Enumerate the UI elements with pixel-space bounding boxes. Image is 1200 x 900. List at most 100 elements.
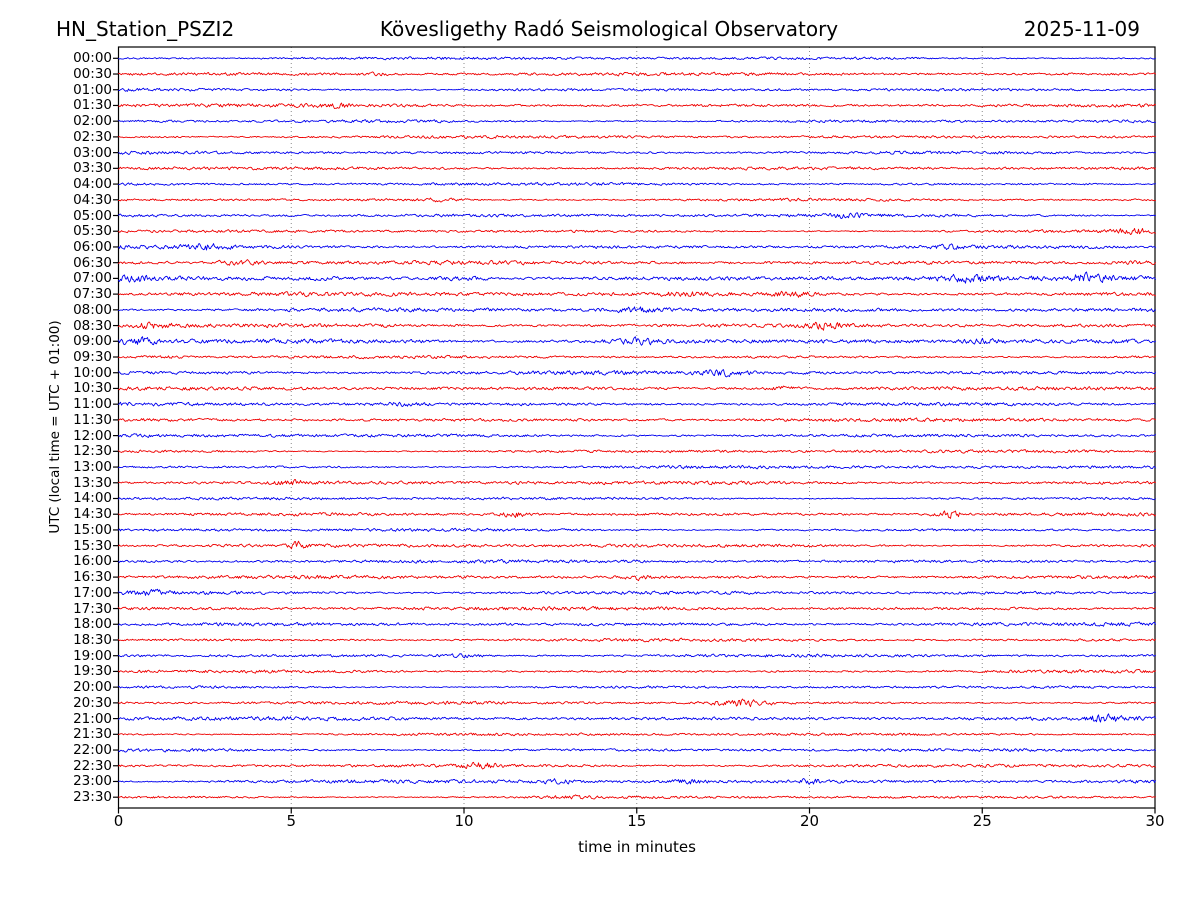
seismogram-trace	[118, 417, 1156, 423]
seismogram-trace	[118, 606, 1156, 612]
y-tick-label: 12:30	[73, 443, 112, 460]
seismogram-trace	[118, 87, 1156, 92]
seismogram-trace	[118, 621, 1156, 627]
y-tick-label: 06:00	[73, 238, 112, 255]
seismogram-trace	[118, 574, 1156, 582]
seismogram-trace	[118, 685, 1156, 690]
seismogram-trace	[118, 401, 1156, 407]
station-title: HN_Station_PSZI2	[56, 17, 235, 41]
date-title: 2025-11-09	[1023, 17, 1140, 41]
y-tick-label: 06:30	[73, 254, 112, 271]
seismogram-trace	[118, 479, 1156, 486]
seismogram-trace	[118, 540, 1156, 550]
y-tick-label: 17:00	[73, 584, 112, 601]
y-tick-label: 15:30	[73, 537, 112, 554]
seismogram-trace	[118, 496, 1156, 501]
y-tick-label: 03:30	[73, 160, 112, 177]
y-tick-label: 12:00	[73, 427, 112, 444]
seismogram-trace	[118, 637, 1156, 643]
y-tick-label: 04:00	[73, 176, 112, 193]
y-tick-label: 03:00	[73, 144, 112, 161]
y-tick-label: 02:00	[73, 113, 112, 130]
seismogram-trace	[118, 778, 1156, 785]
y-tick-label: 07:00	[73, 270, 112, 287]
seismogram-trace	[118, 354, 1156, 360]
seismogram-trace	[118, 212, 1156, 220]
y-tick-label: 19:30	[73, 663, 112, 680]
y-tick-label: 21:30	[73, 726, 112, 743]
seismogram-trace	[118, 558, 1156, 564]
seismogram-trace	[118, 510, 1156, 519]
seismogram-trace	[118, 713, 1156, 723]
seismogram-trace	[118, 761, 1156, 770]
y-tick-label: 10:30	[73, 380, 112, 397]
seismogram-trace	[118, 71, 1156, 77]
y-tick-label: 22:00	[73, 742, 112, 759]
x-tick-label: 10	[454, 812, 474, 830]
y-tick-label: 05:30	[73, 223, 112, 240]
y-tick-label: 14:30	[73, 506, 112, 523]
seismogram-trace	[118, 56, 1156, 61]
seismogram-trace	[118, 243, 1156, 251]
seismogram-trace	[118, 385, 1156, 391]
seismogram-trace	[118, 336, 1156, 346]
seismogram-trace	[118, 134, 1156, 140]
y-tick-label: 18:00	[73, 616, 112, 633]
x-tick-label: 0	[113, 812, 124, 830]
y-tick-label: 09:00	[73, 333, 112, 350]
seismogram-trace	[118, 197, 1156, 203]
seismogram-trace	[118, 271, 1156, 284]
y-tick-label: 17:30	[73, 600, 112, 617]
seismogram-trace	[118, 119, 1156, 124]
x-axis-label: time in minutes	[578, 838, 696, 856]
y-tick-label: 00:30	[73, 66, 112, 83]
seismogram-trace	[118, 794, 1156, 800]
x-tick-label: 30	[1145, 812, 1165, 830]
y-tick-label: 22:30	[73, 757, 112, 774]
seismogram-trace	[118, 669, 1156, 674]
y-tick-label: 16:30	[73, 569, 112, 586]
seismogram-trace	[118, 321, 1156, 331]
y-tick-label: 11:30	[73, 411, 112, 428]
y-tick-label: 09:30	[73, 349, 112, 365]
y-tick-label: 08:30	[73, 317, 112, 334]
y-tick-label: 15:00	[73, 521, 112, 538]
seismogram-trace	[118, 653, 1156, 659]
y-tick-label: 05:00	[73, 207, 112, 224]
y-tick-label: 21:00	[73, 710, 112, 727]
y-tick-label: 08:00	[73, 301, 112, 318]
y-tick-label: 20:00	[73, 679, 112, 696]
seismogram-trace	[118, 464, 1156, 470]
seismogram-trace	[118, 102, 1156, 110]
y-tick-label: 01:00	[73, 81, 112, 98]
y-tick-label: 13:30	[73, 474, 112, 491]
seismogram-trace	[118, 166, 1156, 171]
seismogram-trace	[118, 369, 1156, 378]
x-tick-label: 5	[286, 812, 297, 830]
y-tick-label: 11:00	[73, 396, 112, 413]
y-tick-label: 13:00	[73, 459, 112, 476]
seismogram-trace	[118, 290, 1156, 298]
seismogram-trace	[118, 259, 1156, 266]
seismogram-trace	[118, 588, 1156, 596]
observatory-title: Kövesligethy Radó Seismological Observat…	[379, 17, 839, 41]
x-tick-label: 15	[627, 812, 647, 830]
seismogram-trace	[118, 748, 1156, 753]
seismogram-trace	[118, 732, 1156, 737]
y-tick-label: 16:00	[73, 553, 112, 570]
seismogram-trace	[118, 433, 1156, 438]
seismogram-trace	[118, 227, 1156, 236]
y-tick-label: 20:30	[73, 694, 112, 711]
seismogram-trace	[118, 150, 1156, 155]
y-tick-label: 19:00	[73, 647, 112, 664]
y-tick-label: 18:30	[73, 631, 112, 648]
y-tick-label: 07:30	[73, 286, 112, 303]
x-tick-label: 25	[972, 812, 992, 830]
x-tick-label: 20	[799, 812, 820, 830]
seismogram-trace	[118, 698, 1156, 708]
y-tick-label: 01:30	[73, 97, 112, 114]
seismogram-trace	[118, 449, 1156, 454]
seismogram-trace	[118, 527, 1156, 532]
